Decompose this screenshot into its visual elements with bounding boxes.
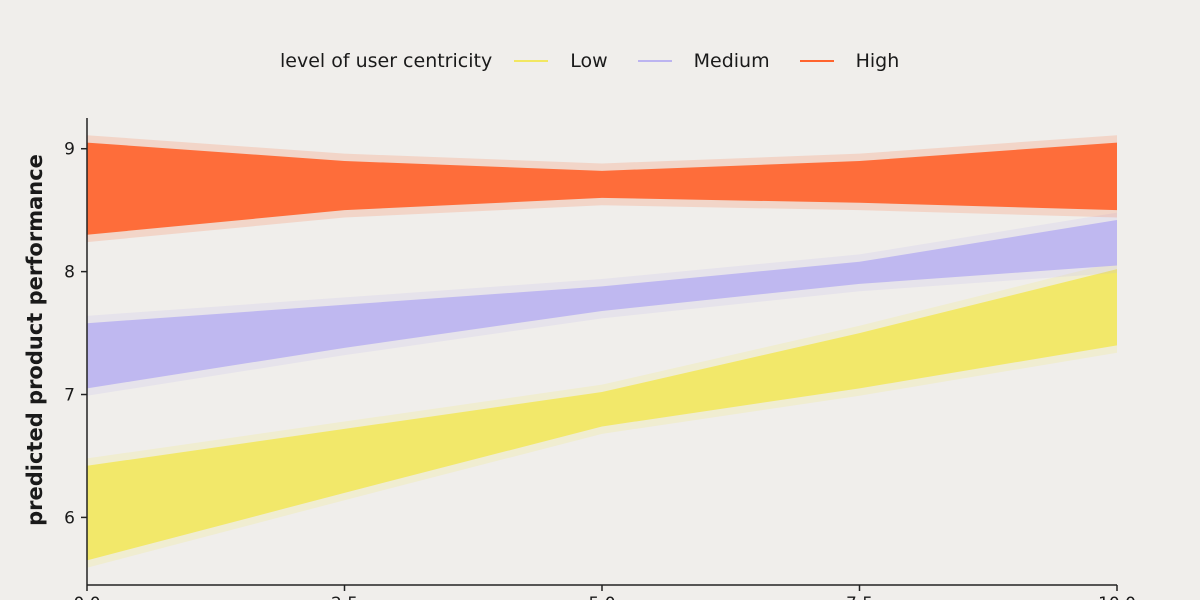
x-ticks: 0.0 2.5 5.0 7.5 10.0 [73,585,1136,600]
band-medium [87,220,1117,389]
bands-layer [87,135,1117,568]
legend-swatch-high [799,60,834,62]
band-high [87,142,1117,235]
legend: level of user centricity Low Medium High [280,46,929,76]
legend-entry-low: Low [514,50,608,72]
legend-swatch-medium [637,60,672,62]
x-tick-label: 10.0 [1098,594,1136,600]
legend-swatch-low [514,60,549,62]
y-tick-label: 8 [64,263,75,283]
band-low [87,269,1117,561]
legend-title: level of user centricity [280,50,493,72]
x-tick-label: 0.0 [73,594,100,600]
legend-label-low: Low [570,50,608,72]
x-tick-label: 7.5 [846,594,873,600]
y-tick-label: 6 [64,508,75,528]
legend-entry-high: High [799,50,900,72]
y-tick-label: 7 [64,386,75,406]
y-ticks: 6 7 8 9 [64,140,87,528]
x-tick-label: 2.5 [331,594,358,600]
legend-label-medium: Medium [693,50,770,72]
legend-entry-medium: Medium [637,50,770,72]
y-tick-label: 9 [64,140,75,160]
y-axis-title: predicted product performance [23,154,47,526]
legend-label-high: High [855,50,900,72]
x-tick-label: 5.0 [588,594,615,600]
